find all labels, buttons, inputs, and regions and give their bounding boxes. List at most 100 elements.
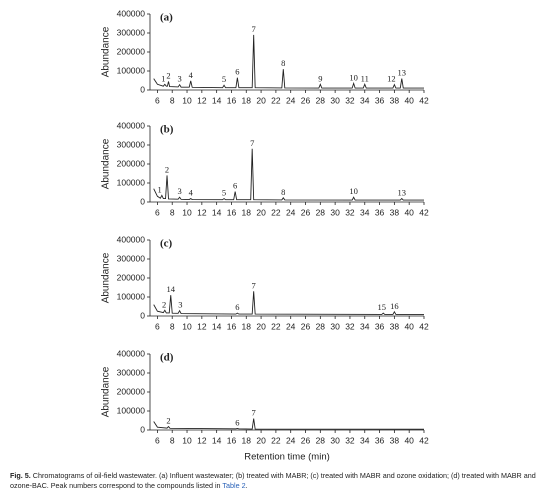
x-tick-label: 34 [360, 95, 370, 105]
peak-label: 3 [178, 300, 182, 310]
y-axis-label: Abundance [101, 138, 112, 189]
x-tick-label: 38 [390, 207, 400, 217]
panel-label: (a) [160, 12, 173, 24]
trace [153, 148, 424, 201]
x-tick-label: 40 [404, 95, 414, 105]
caption-end: . [245, 481, 248, 490]
x-tick-label: 38 [390, 95, 400, 105]
x-tick-label: 42 [419, 321, 429, 331]
peak-label: 2 [166, 70, 170, 80]
x-tick-label: 22 [271, 435, 281, 445]
trace [153, 418, 425, 430]
y-tick-label: 200000 [117, 386, 146, 396]
peak-label: 7 [250, 138, 254, 148]
y-tick-label: 300000 [117, 139, 146, 149]
x-tick-label: 22 [271, 321, 281, 331]
x-tick-label: 18 [242, 321, 252, 331]
x-tick-label: 34 [360, 321, 370, 331]
peak-label: 5 [222, 188, 226, 198]
peak-label: 14 [166, 284, 175, 294]
x-tick-label: 12 [197, 95, 207, 105]
peak-label: 6 [235, 417, 239, 427]
trace [153, 34, 424, 89]
y-tick-label: 300000 [117, 27, 146, 37]
x-tick-label: 32 [345, 435, 355, 445]
x-tick-label: 26 [301, 321, 311, 331]
peak-label: 4 [189, 188, 194, 198]
x-tick-label: 18 [242, 95, 252, 105]
x-tick-label: 32 [345, 207, 355, 217]
x-tick-label: 10 [182, 207, 192, 217]
y-tick-label: 100000 [117, 291, 146, 301]
x-tick-label: 42 [419, 435, 429, 445]
peak-label: 13 [398, 188, 407, 198]
peak-label: 3 [177, 74, 181, 84]
y-tick-label: 100000 [117, 177, 146, 187]
y-tick-label: 0 [140, 196, 145, 206]
x-tick-label: 12 [197, 435, 207, 445]
x-tick-label: 8 [170, 321, 175, 331]
x-tick-label: 10 [182, 435, 192, 445]
x-tick-label: 30 [330, 207, 340, 217]
x-tick-label: 10 [182, 95, 192, 105]
x-tick-label: 30 [330, 95, 340, 105]
x-tick-label: 12 [197, 207, 207, 217]
peak-label: 6 [235, 67, 239, 77]
x-tick-label: 36 [375, 95, 385, 105]
peak-label: 5 [222, 74, 226, 84]
x-tick-label: 40 [404, 435, 414, 445]
x-tick-label: 26 [301, 207, 311, 217]
y-tick-label: 400000 [117, 120, 146, 130]
peak-label: 9 [318, 73, 322, 83]
x-tick-label: 16 [227, 207, 237, 217]
x-tick-label: 18 [242, 435, 252, 445]
peak-label: 16 [390, 301, 399, 311]
x-tick-label: 24 [286, 321, 296, 331]
x-tick-label: 24 [286, 95, 296, 105]
x-tick-label: 10 [182, 321, 192, 331]
y-tick-label: 400000 [117, 348, 146, 358]
x-tick-label: 20 [256, 207, 266, 217]
caption-text: Chromatograms of oil-field wastewater. (… [10, 471, 536, 490]
x-tick-label: 8 [170, 95, 175, 105]
x-tick-label: 20 [256, 321, 266, 331]
peak-label: 1 [161, 73, 165, 83]
x-tick-label: 6 [155, 207, 160, 217]
x-tick-label: 16 [227, 95, 237, 105]
x-tick-label: 36 [375, 435, 385, 445]
x-tick-label: 30 [330, 435, 340, 445]
x-tick-label: 14 [212, 435, 222, 445]
x-tick-label: 34 [360, 435, 370, 445]
x-tick-label: 32 [345, 321, 355, 331]
x-tick-label: 14 [212, 95, 222, 105]
peak-label: 7 [252, 408, 256, 418]
peak-label: 8 [281, 58, 285, 68]
peak-label: 7 [252, 24, 256, 34]
x-tick-label: 6 [155, 95, 160, 105]
x-tick-label: 32 [345, 95, 355, 105]
x-tick-label: 26 [301, 95, 311, 105]
x-tick-label: 28 [316, 321, 326, 331]
peak-label: 3 [177, 186, 181, 196]
peak-label: 2 [166, 416, 170, 426]
peak-label: 2 [165, 164, 169, 174]
x-tick-label: 20 [256, 95, 266, 105]
x-tick-label: 42 [419, 207, 429, 217]
y-tick-label: 200000 [117, 272, 146, 282]
x-tick-label: 38 [390, 435, 400, 445]
y-tick-label: 400000 [117, 8, 146, 18]
y-tick-label: 300000 [117, 253, 146, 263]
x-tick-label: 16 [227, 321, 237, 331]
x-tick-label: 20 [256, 435, 266, 445]
x-tick-label: 8 [170, 435, 175, 445]
x-tick-label: 24 [286, 435, 296, 445]
x-tick-label: 36 [375, 207, 385, 217]
peak-label: 7 [252, 280, 256, 290]
peak-label: 4 [189, 70, 194, 80]
peak-label: 2 [162, 299, 166, 309]
caption-link[interactable]: Table 2 [222, 481, 246, 490]
x-tick-label: 6 [155, 321, 160, 331]
peak-label: 11 [361, 73, 369, 83]
x-tick-label: 34 [360, 207, 370, 217]
